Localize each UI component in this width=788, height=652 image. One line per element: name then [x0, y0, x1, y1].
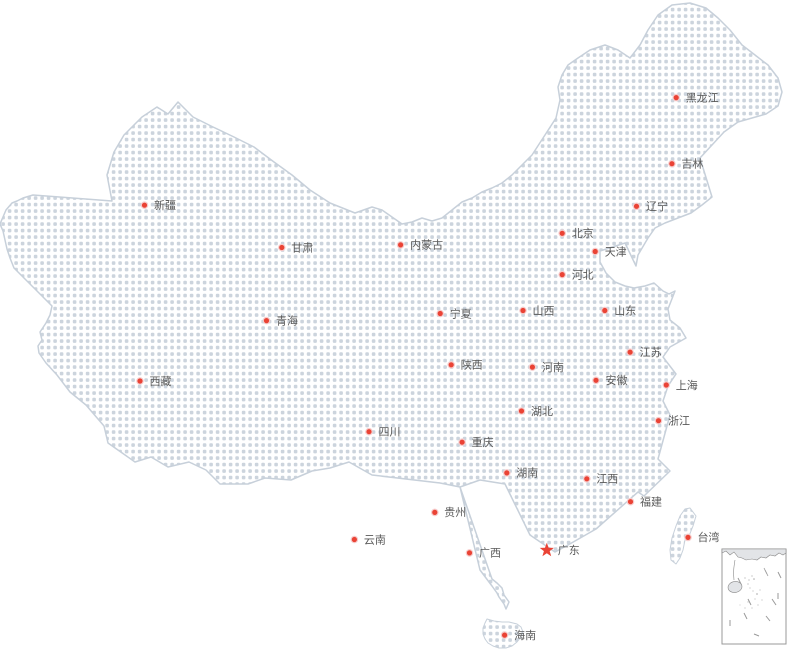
svg-text:河北: 河北: [572, 268, 594, 281]
svg-text:江西: 江西: [596, 473, 618, 486]
svg-text:内蒙古: 内蒙古: [410, 238, 443, 252]
svg-text:宁夏: 宁夏: [450, 306, 472, 320]
svg-text:四川: 四川: [379, 427, 401, 439]
svg-text:天津: 天津: [605, 245, 627, 258]
svg-text:吉林: 吉林: [681, 157, 703, 171]
svg-text:山西: 山西: [533, 304, 555, 317]
svg-text:福建: 福建: [640, 495, 662, 509]
svg-text:广西: 广西: [479, 547, 501, 560]
svg-text:上海: 上海: [676, 378, 698, 392]
svg-text:河南: 河南: [542, 361, 564, 374]
svg-text:广东: 广东: [558, 544, 580, 557]
svg-text:江苏: 江苏: [640, 346, 662, 359]
svg-text:海南: 海南: [514, 628, 536, 642]
svg-text:湖南: 湖南: [516, 467, 538, 480]
svg-text:台湾: 台湾: [698, 530, 720, 544]
svg-text:云南: 云南: [364, 533, 386, 546]
svg-text:安徽: 安徽: [606, 373, 628, 387]
svg-text:湖北: 湖北: [531, 405, 553, 418]
svg-text:辽宁: 辽宁: [646, 199, 668, 213]
svg-text:浙江: 浙江: [668, 415, 690, 428]
svg-text:青海: 青海: [276, 313, 298, 327]
svg-text:贵州: 贵州: [444, 506, 466, 519]
svg-text:重庆: 重庆: [472, 435, 494, 449]
svg-text:新疆: 新疆: [154, 198, 176, 212]
svg-text:陕西: 陕西: [461, 358, 483, 372]
svg-text:山东: 山东: [614, 304, 636, 317]
svg-text:西藏: 西藏: [150, 375, 172, 388]
svg-text:甘肃: 甘肃: [291, 241, 313, 254]
svg-text:北京: 北京: [572, 226, 594, 240]
svg-text:黑龙江: 黑龙江: [686, 91, 719, 104]
